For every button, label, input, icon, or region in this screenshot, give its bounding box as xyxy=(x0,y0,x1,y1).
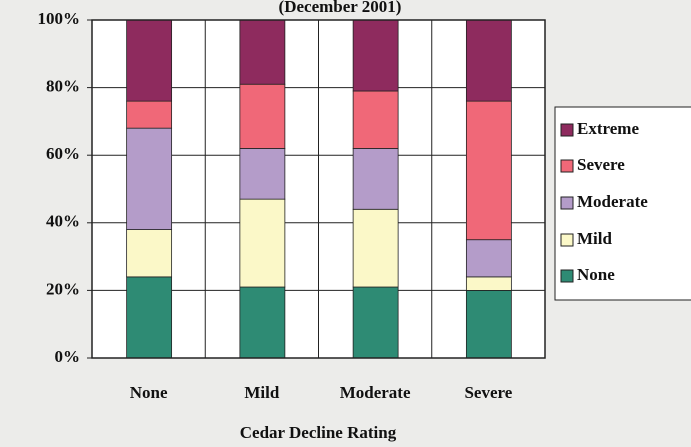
x-tick-label: Mild xyxy=(244,383,279,402)
legend-box xyxy=(554,106,691,301)
y-tick-label: 60% xyxy=(46,144,80,163)
bar-segment xyxy=(126,19,173,102)
legend-label: Mild xyxy=(577,229,612,248)
legend-swatch xyxy=(560,159,574,173)
bar-segment xyxy=(239,198,286,288)
bar-segment xyxy=(352,286,399,359)
bar-segment xyxy=(239,286,286,359)
bar-segment xyxy=(465,289,512,359)
x-tick-label: Moderate xyxy=(340,383,411,402)
bar-segment xyxy=(352,90,399,149)
y-tick-label: 40% xyxy=(46,212,80,231)
legend-swatch xyxy=(560,233,574,247)
bar-segment xyxy=(239,19,286,85)
bar-segment xyxy=(239,148,286,200)
x-tick-label: None xyxy=(130,383,168,402)
legend-swatch xyxy=(560,269,574,283)
bar-segment xyxy=(465,276,512,291)
legend-label: Extreme xyxy=(577,119,639,138)
plot-border xyxy=(91,19,546,359)
y-tick-label: 20% xyxy=(46,279,80,298)
legend-swatch xyxy=(560,196,574,210)
bar-segment xyxy=(352,19,399,92)
bar-segment xyxy=(239,83,286,149)
bar-segment xyxy=(465,19,512,102)
legend-label: Moderate xyxy=(577,192,648,211)
bar-segment xyxy=(126,229,173,278)
bar-segment xyxy=(352,148,399,210)
y-tick-label: 0% xyxy=(55,347,81,366)
y-tick-label: 100% xyxy=(38,9,81,28)
bar-segment xyxy=(465,239,512,278)
bar-segment xyxy=(465,100,512,241)
legend-label: Severe xyxy=(577,155,625,174)
x-tick-label: Severe xyxy=(464,383,512,402)
bar-segment xyxy=(352,208,399,288)
legend-label: None xyxy=(577,265,615,284)
x-axis-label: Cedar Decline Rating xyxy=(240,423,397,442)
chart-title: (December 2001) xyxy=(279,0,402,16)
legend-swatch xyxy=(560,123,574,137)
y-tick-label: 80% xyxy=(46,77,80,96)
bar-segment xyxy=(126,276,173,359)
bar-segment xyxy=(126,127,173,230)
bar-segment xyxy=(126,100,173,129)
